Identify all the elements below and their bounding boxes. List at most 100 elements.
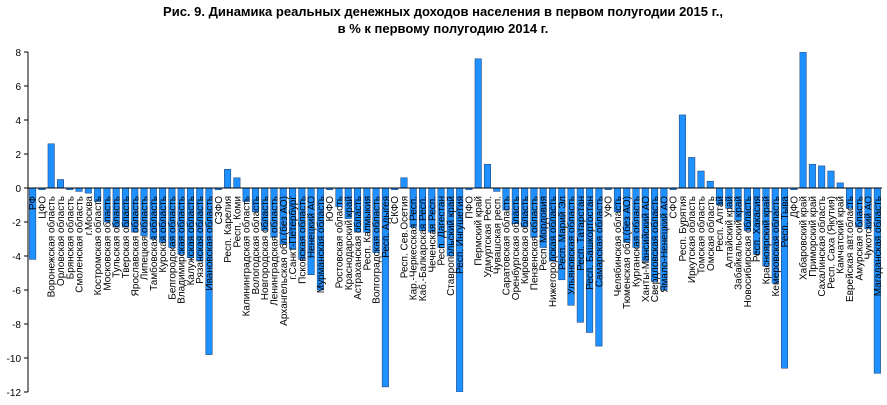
x-tick-label: Калужская область xyxy=(185,196,197,285)
bar xyxy=(224,169,232,189)
x-tick-label: Камчатский край xyxy=(836,196,847,274)
x-tick-label: Мурманская область xyxy=(315,196,327,293)
x-tick-label: Забайкальский край xyxy=(733,196,745,290)
x-tick-label: ДФО xyxy=(789,196,800,218)
x-tick-label: Курская область xyxy=(157,196,169,273)
x-tick-label: Респ. Башкортостан xyxy=(585,196,596,290)
x-tick-label: Тульская область xyxy=(111,196,123,278)
x-tick-label: ПФО xyxy=(464,196,475,219)
x-tick-label: Тюменская обл.(без АО) xyxy=(621,196,633,309)
x-tick-label: Пензенская область xyxy=(528,196,540,290)
x-tick-label: Псковская область xyxy=(296,196,308,284)
bar xyxy=(706,180,714,189)
x-tick-label: Волгоградская область xyxy=(371,196,383,304)
bar xyxy=(75,187,83,192)
y-tick-label: 0 xyxy=(15,184,21,195)
bar xyxy=(808,163,816,189)
x-tick-label: Архангельская обл.(без АО) xyxy=(278,196,290,326)
x-tick-label: Новосибирская область xyxy=(742,196,754,307)
x-tick-label: Сахалинская область xyxy=(816,196,828,297)
chart-title: Рис. 9. Динамика реальных денежных доход… xyxy=(163,4,723,19)
x-tick-label: Кировская область xyxy=(519,196,531,284)
x-tick-label: ЦФО xyxy=(37,196,48,219)
y-tick-label: 4 xyxy=(15,116,21,127)
bar xyxy=(233,177,241,189)
x-tick-label: Владимирская область xyxy=(176,196,188,304)
y-tick-label: 6 xyxy=(15,82,21,93)
x-tick-label: Красноярский край xyxy=(761,196,772,284)
x-tick-label: Томская область xyxy=(695,196,707,274)
x-tick-label: Нижегородская область xyxy=(547,196,559,307)
x-tick-label: Московская область xyxy=(101,196,113,291)
x-tick-label: Пермский край xyxy=(474,196,485,266)
x-tick-label: Удмуртская Респ. xyxy=(483,196,494,277)
x-tick-label: Ульяновская область xyxy=(566,196,578,295)
bar xyxy=(47,143,55,189)
x-tick-label: Респ. Марий Эл xyxy=(557,196,568,270)
x-tick-label: СФО xyxy=(669,196,680,219)
x-tick-label: Чеченская Респ. xyxy=(427,196,438,273)
bar xyxy=(678,114,686,189)
bar xyxy=(836,182,844,189)
x-tick-label: Респ. Дагестан xyxy=(437,196,448,266)
x-tick-label: Смоленская область xyxy=(74,196,86,293)
y-tick-label: 2 xyxy=(15,150,21,161)
y-tick-label: -8 xyxy=(12,320,21,331)
x-tick-label: Челябинская область xyxy=(612,196,624,296)
bar xyxy=(697,170,705,189)
x-tick-label: Ненецкий АО xyxy=(307,196,318,258)
x-tick-label: Ленинградская область xyxy=(268,196,280,306)
bar xyxy=(474,58,482,189)
x-tick-label: Магаданская область xyxy=(872,196,884,296)
x-tick-label: Вологодская область xyxy=(250,196,262,295)
plot xyxy=(29,52,881,392)
x-tick-label: Калининградская область xyxy=(241,196,253,316)
bar xyxy=(688,157,696,189)
x-tick-label: Свердловская область xyxy=(649,196,661,302)
y-tick-label: -10 xyxy=(7,354,22,365)
x-tick-label: Оренбургская область xyxy=(510,196,522,300)
x-tick-label: Респ. Ингушетия xyxy=(455,196,466,274)
x-tick-label: Еврейская авт.область xyxy=(844,196,856,302)
x-tick-label: Брянская область xyxy=(64,196,76,279)
x-tick-label: Новгородская область xyxy=(259,196,271,300)
x-tick-label: Ростовская область xyxy=(333,196,345,288)
bar xyxy=(84,187,92,194)
x-tick-label: Алтайский край xyxy=(724,196,735,269)
x-tick-label: Липецкая область xyxy=(139,196,151,280)
x-tick-label: Тверская область xyxy=(120,196,132,278)
bar xyxy=(493,187,501,192)
x-tick-label: Кемеровская область xyxy=(770,196,782,297)
x-tick-label: Респ. Сев.Осетия xyxy=(399,196,410,278)
x-tick-label: Респ. Саха (Якутия) xyxy=(826,196,837,289)
bar xyxy=(799,52,807,189)
bar xyxy=(400,177,408,189)
chart-subtitle: в % к первому полугодию 2014 г. xyxy=(338,21,549,36)
x-tick-label: Иркутская область xyxy=(686,196,698,283)
x-tick-label: Приморский край xyxy=(808,196,819,277)
x-tick-label: Респ. Алтай xyxy=(715,196,726,252)
x-tick-label: Саратовская область xyxy=(501,196,513,295)
x-tick-label: Самарская область xyxy=(593,196,605,287)
x-tick-label: Костромская область xyxy=(92,196,104,295)
y-tick-label: 8 xyxy=(15,48,21,59)
bar xyxy=(483,163,491,189)
x-tick-label: Каб.-Балкарская Респ. xyxy=(417,196,429,301)
x-tick-label: г.Санкт-Петербург xyxy=(287,196,299,280)
x-tick-label: Ставропольский край xyxy=(446,196,457,296)
y-tick-label: -12 xyxy=(7,388,22,399)
x-tick-label: Тамбовская область xyxy=(148,196,160,291)
x-tick-label: Ивановская область xyxy=(204,196,216,291)
x-tick-label: Ярославская область xyxy=(129,196,141,296)
y-tick-label: -6 xyxy=(12,286,21,297)
x-tick-label: Респ. Татарстан xyxy=(576,196,587,271)
x-tick-label: Респ. Калмыкия xyxy=(362,196,373,270)
x-tick-label: Орловская область xyxy=(55,196,67,286)
x-tick-label: СКФО xyxy=(390,196,401,224)
x-tick-label: Респ. Бурятия xyxy=(678,196,689,261)
x-tick-label: Белгородская область xyxy=(166,196,178,300)
x-tick-label: Рязанская область xyxy=(194,196,206,284)
x-tick-label: Омская область xyxy=(705,196,717,271)
x-tick-label: Респ. Тыва xyxy=(780,196,791,248)
